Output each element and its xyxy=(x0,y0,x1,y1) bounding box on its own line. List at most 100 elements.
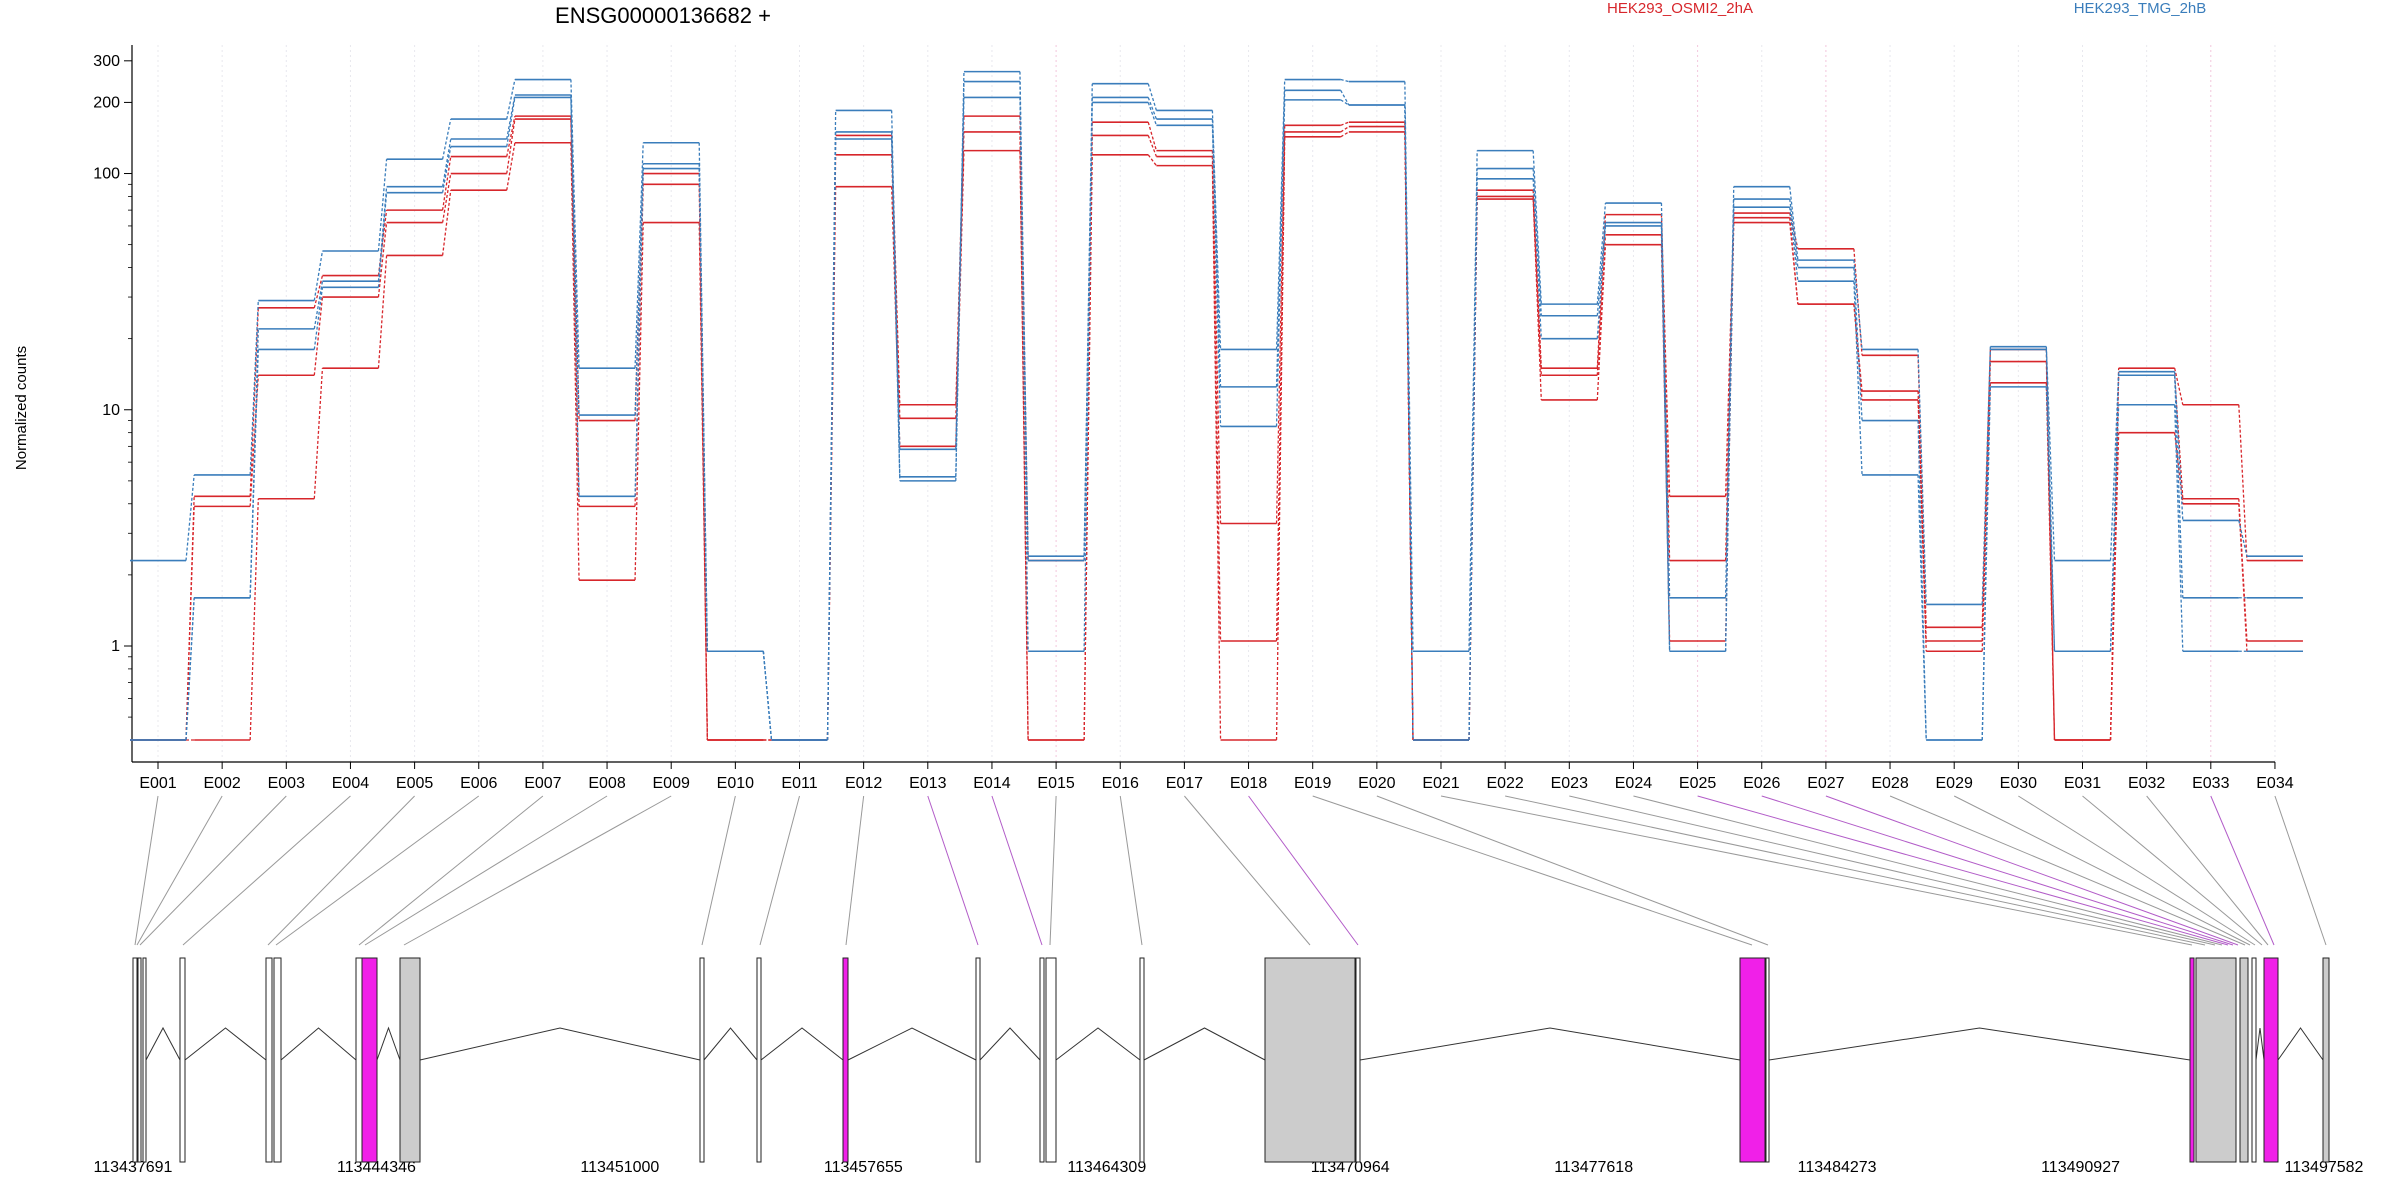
intron-line xyxy=(1359,1027,1741,1061)
exon-connector-line xyxy=(845,795,865,946)
series-connector xyxy=(634,163,644,416)
series-connector xyxy=(313,368,324,499)
exon-box xyxy=(2189,957,2195,1163)
intron-line xyxy=(703,1027,758,1061)
series-connector xyxy=(1789,198,1799,268)
exon-box xyxy=(2263,957,2279,1163)
series-connector xyxy=(1917,349,1927,605)
series-connector xyxy=(1596,244,1607,401)
exon-box xyxy=(1264,957,1356,1163)
exon-box xyxy=(2195,957,2237,1163)
series-connector xyxy=(1789,222,1799,305)
x-tick-label: E022 xyxy=(1486,775,1523,792)
exon-box xyxy=(2251,957,2257,1163)
exon-connector-line xyxy=(1761,795,2234,946)
intron-line xyxy=(280,1027,357,1061)
x-tick-label: E015 xyxy=(1037,775,1074,792)
exon-connector-line xyxy=(2082,795,2263,946)
exon-connector-line xyxy=(1184,795,1311,946)
series-connector xyxy=(1147,135,1158,157)
x-tick-label: E028 xyxy=(1871,775,1908,792)
series-connector xyxy=(2109,371,2120,561)
series-connector xyxy=(1340,121,1350,126)
exon-connector-line xyxy=(2210,795,2275,946)
x-tick-label: E017 xyxy=(1166,775,1203,792)
series-connector xyxy=(1660,225,1671,652)
series-connector xyxy=(2109,432,2120,741)
x-tick-label: E020 xyxy=(1358,775,1395,792)
exon-box xyxy=(1355,957,1361,1163)
series-connector xyxy=(1853,281,1863,475)
series-connector xyxy=(1724,207,1735,652)
series-connector xyxy=(1532,178,1542,339)
exon-connector-line xyxy=(2274,795,2327,946)
exon-connector-line xyxy=(1697,795,2229,946)
exon-connector-line xyxy=(1505,795,2206,946)
x-tick-label: E034 xyxy=(2256,775,2293,792)
series-connector xyxy=(1275,125,1286,524)
series-connector xyxy=(2238,520,2248,557)
exon-connector-line xyxy=(1049,795,1057,946)
intron-line xyxy=(145,1026,181,1061)
x-tick-label: E012 xyxy=(845,775,882,792)
intron-line xyxy=(760,1027,844,1061)
series-connector xyxy=(1660,222,1671,652)
series-connector xyxy=(1468,150,1478,652)
x-tick-label: E018 xyxy=(1230,775,1267,792)
exon-box xyxy=(2239,957,2249,1163)
exon-connector-line xyxy=(1312,795,1753,946)
exon-connector-line xyxy=(1376,795,1769,946)
intron-line xyxy=(1768,1027,2191,1061)
series-connector xyxy=(1147,102,1158,126)
x-tick-label: E024 xyxy=(1615,775,1652,792)
intron-line xyxy=(376,1026,401,1061)
series-connector xyxy=(2109,404,2120,652)
series-connector xyxy=(826,138,837,741)
series-connector xyxy=(1211,156,1222,641)
series-connector xyxy=(377,222,388,298)
series-connector xyxy=(2174,404,2184,652)
series-connector xyxy=(698,222,708,741)
axes: 1 10 100 200 300 E001 E002 E003 E004 E005 E006 E007… xyxy=(93,45,2294,792)
exon-box xyxy=(756,957,762,1163)
series-connector xyxy=(1404,131,1414,741)
series-connector xyxy=(1340,99,1350,106)
series-connector xyxy=(955,81,965,477)
series-connector xyxy=(1660,214,1671,497)
x-tick-label: E010 xyxy=(717,775,754,792)
series-connector xyxy=(955,131,965,419)
intron-line xyxy=(419,1027,701,1061)
exon-connector-line xyxy=(991,795,1043,946)
series-connector xyxy=(313,287,324,350)
x-tick-label: E030 xyxy=(2000,775,2037,792)
exon-box xyxy=(142,957,147,1163)
x-tick-label: E013 xyxy=(909,775,946,792)
exon-connector-line xyxy=(364,795,608,946)
y-tick-label: 300 xyxy=(93,53,120,70)
exon-box xyxy=(132,957,138,1163)
exon-connector-line xyxy=(1569,795,2216,946)
exon-connector-line xyxy=(182,795,351,946)
series-connector xyxy=(2045,349,2056,652)
exon-connector-line xyxy=(403,795,672,946)
y-tick-label: 10 xyxy=(102,402,120,419)
series-connector xyxy=(441,138,452,187)
x-tick-label: E031 xyxy=(2064,775,2101,792)
series-connector xyxy=(377,192,388,288)
y-tick-label: 1 xyxy=(111,638,120,655)
x-tick-label: E002 xyxy=(203,775,240,792)
series-connector xyxy=(1532,198,1542,401)
series-connector xyxy=(506,118,516,174)
series-connector xyxy=(313,250,324,301)
series-connector xyxy=(1853,267,1863,421)
exon-box xyxy=(975,957,981,1163)
series-connector xyxy=(506,94,516,140)
exon-connector-line xyxy=(701,795,736,946)
exon-connectors xyxy=(134,795,2327,946)
series-connector xyxy=(698,168,708,652)
x-tick-label: E004 xyxy=(332,775,369,792)
series-connector xyxy=(506,115,516,157)
series-connector xyxy=(1917,399,1927,652)
x-tick-label: E019 xyxy=(1294,775,1331,792)
